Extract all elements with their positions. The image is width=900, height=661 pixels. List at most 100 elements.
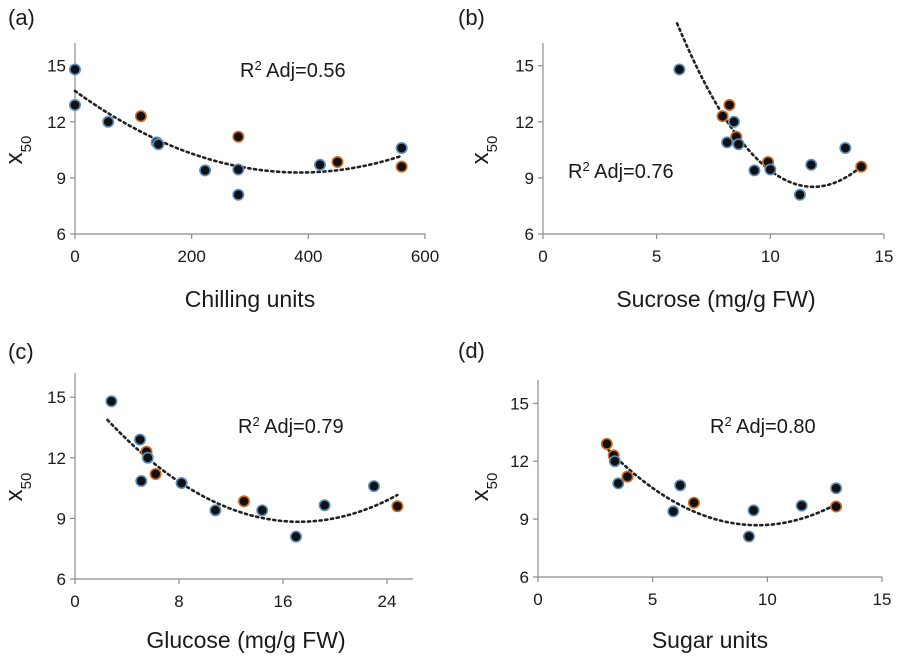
y-tick-label: 15 — [510, 394, 529, 413]
data-point — [102, 115, 115, 128]
y-tick-label: 15 — [47, 57, 66, 76]
data-point — [395, 141, 408, 154]
data-point — [135, 475, 148, 488]
data-point — [149, 467, 162, 480]
data-point — [105, 395, 118, 408]
data-point — [232, 163, 245, 176]
data-point — [395, 160, 408, 173]
y-axis-title: x50 — [467, 136, 501, 165]
data-point — [256, 504, 269, 517]
y-tick-label: 15 — [515, 57, 534, 76]
x-tick-label: 0 — [538, 247, 547, 266]
data-point — [69, 63, 82, 76]
x-tick-label: 8 — [174, 592, 183, 611]
data-point — [391, 500, 404, 513]
x-tick-label: 10 — [758, 590, 777, 609]
data-point — [795, 499, 808, 512]
y-tick-label: 12 — [510, 452, 529, 471]
x-tick-label: 16 — [274, 592, 293, 611]
data-point — [839, 141, 852, 154]
r2-annotation: R2 Adj=0.79 — [238, 414, 344, 439]
data-point — [793, 188, 806, 201]
data-point — [175, 477, 188, 490]
y-tick-label: 9 — [57, 509, 66, 528]
x-tick-label: 400 — [294, 247, 322, 266]
data-point — [331, 156, 344, 169]
data-point — [209, 504, 222, 517]
x-tick-label: 15 — [875, 247, 894, 266]
fit-curve — [603, 444, 838, 527]
x-axis-title: Sucrose (mg/g FW) — [616, 286, 815, 312]
data-point — [134, 110, 147, 123]
x-axis-title: Sugar units — [652, 627, 768, 653]
data-point — [721, 136, 734, 149]
panel-letter: (b) — [458, 5, 485, 30]
data-point — [600, 437, 613, 450]
y-axis-title: x50 — [467, 473, 501, 502]
data-point — [199, 164, 212, 177]
x-tick-label: 5 — [652, 247, 661, 266]
data-point — [152, 138, 165, 151]
data-point — [732, 138, 745, 151]
y-tick-label: 15 — [47, 388, 66, 407]
data-point — [367, 480, 380, 493]
data-point — [238, 495, 251, 508]
data-point — [674, 479, 687, 492]
data-point — [141, 451, 154, 464]
x-tick-label: 0 — [70, 592, 79, 611]
data-point — [612, 477, 625, 490]
x-tick-label: 0 — [70, 247, 79, 266]
data-point — [608, 455, 621, 468]
r2-annotation: R2 Adj=0.56 — [240, 58, 346, 83]
data-point — [855, 160, 868, 173]
data-point — [667, 505, 680, 518]
data-point — [830, 482, 843, 495]
y-tick-label: 6 — [525, 225, 534, 244]
y-tick-label: 12 — [515, 113, 534, 132]
fit-curve — [106, 418, 399, 524]
data-point — [723, 98, 736, 111]
y-tick-label: 9 — [525, 169, 534, 188]
y-tick-label: 6 — [57, 570, 66, 589]
x-tick-label: 200 — [177, 247, 205, 266]
r2-annotation: R2 Adj=0.80 — [710, 414, 816, 439]
x-axis-title: Glucose (mg/g FW) — [146, 627, 345, 653]
chart-panel-d: (d) 6 9 12 15 0 5 10 15 Sugar units x50 R2 Adj=0.80 — [458, 338, 891, 653]
data-point — [764, 163, 777, 176]
chart-panel-a: (a) 6 9 12 15 0 200 400 600 Chilling units x50 R2 A… — [1, 5, 439, 312]
data-point — [289, 530, 302, 543]
data-point — [318, 499, 331, 512]
y-axis-title: x50 — [1, 136, 35, 165]
data-point — [134, 433, 147, 446]
data-point — [727, 115, 740, 128]
x-tick-label: 5 — [648, 590, 657, 609]
x-tick-label: 10 — [761, 247, 780, 266]
data-point — [621, 470, 634, 483]
data-point — [716, 110, 729, 123]
data-point — [232, 188, 245, 201]
x-tick-label: 0 — [533, 590, 542, 609]
data-point — [748, 164, 761, 177]
data-point — [747, 504, 760, 517]
data-point — [313, 158, 326, 171]
panel-letter: (c) — [8, 339, 34, 364]
chart-panel-c: (c) 6 9 12 15 0 8 16 24 Glucose (mg/g FW) x50 R2 Ad… — [1, 339, 413, 653]
panel-letter: (d) — [458, 338, 485, 363]
x-tick-label: 15 — [873, 590, 892, 609]
y-axis-title: x50 — [1, 473, 35, 502]
chart-panel-b: (b) 6 9 12 15 0 5 10 15 Sucrose (mg/g FW) x50 R2 Ad… — [458, 5, 893, 312]
y-tick-label: 12 — [47, 113, 66, 132]
data-point — [69, 98, 82, 111]
y-tick-label: 9 — [57, 169, 66, 188]
y-tick-label: 6 — [57, 225, 66, 244]
r2-annotation: R2 Adj=0.76 — [568, 159, 674, 184]
x-axis-title: Chilling units — [185, 286, 315, 312]
data-point — [742, 530, 755, 543]
data-point — [830, 500, 843, 513]
y-tick-label: 12 — [47, 449, 66, 468]
data-point — [673, 63, 686, 76]
data-point — [232, 130, 245, 143]
y-tick-label: 6 — [520, 568, 529, 587]
x-tick-label: 600 — [411, 247, 439, 266]
